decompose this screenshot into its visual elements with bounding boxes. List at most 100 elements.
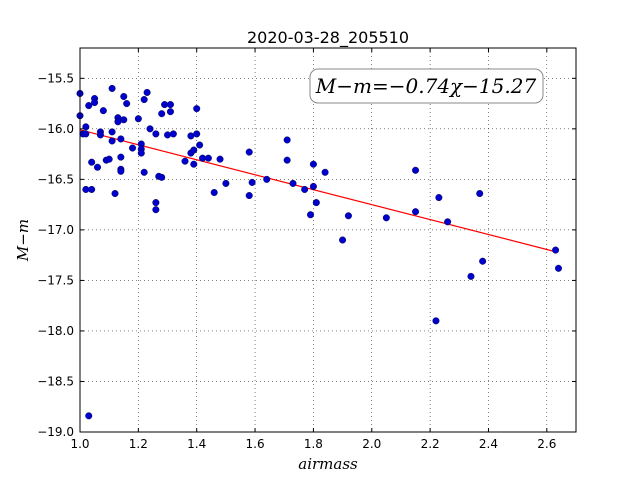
data-point (301, 185, 309, 193)
chart-title: 2020-03-28_205510 (247, 28, 409, 48)
annotation-text: M−m=−0.74χ−15.27 (315, 74, 537, 98)
data-point (134, 115, 142, 123)
data-point (245, 148, 253, 156)
data-point (432, 317, 440, 325)
data-point (412, 208, 420, 216)
data-point (552, 246, 560, 254)
data-point (85, 102, 93, 110)
data-point (210, 189, 218, 197)
x-tick-label: 1.4 (187, 437, 206, 451)
data-point (88, 158, 96, 166)
data-point (222, 179, 230, 187)
data-point (152, 130, 160, 138)
y-tick-label: −18.5 (37, 374, 74, 388)
x-tick-label: 2.6 (537, 437, 556, 451)
fit-line (79, 129, 556, 253)
y-tick-label: −17.0 (37, 223, 74, 237)
data-point (108, 128, 116, 136)
data-point (85, 412, 93, 420)
data-point (306, 211, 314, 219)
data-point (193, 130, 201, 138)
y-tick-label: −16.5 (37, 172, 74, 186)
data-point (166, 108, 174, 116)
x-tick-label: 1.2 (129, 437, 148, 451)
data-point (181, 157, 189, 165)
data-point (166, 101, 174, 109)
data-point (114, 118, 122, 126)
data-point (283, 136, 291, 144)
data-point (412, 166, 420, 174)
data-point (129, 144, 137, 152)
data-point (120, 93, 128, 101)
data-point (140, 96, 148, 104)
data-point (91, 99, 99, 107)
data-point (554, 264, 562, 272)
data-point (204, 154, 212, 162)
data-point (120, 116, 128, 124)
data-points (76, 84, 562, 420)
data-point (99, 107, 107, 115)
x-tick-label: 1.8 (304, 437, 323, 451)
plot-frame (79, 47, 577, 433)
y-tick-label: −18.0 (37, 324, 74, 338)
data-point (164, 131, 172, 139)
data-point (312, 199, 320, 207)
data-point (117, 135, 125, 143)
y-tick-label: −19.0 (37, 425, 74, 439)
data-point (152, 199, 160, 207)
data-point (143, 88, 151, 96)
data-point (187, 132, 195, 140)
data-point (137, 149, 145, 157)
data-point (108, 84, 116, 92)
data-point (146, 125, 154, 133)
x-tick-label: 1.0 (70, 437, 89, 451)
data-point (321, 168, 329, 176)
data-point (161, 101, 169, 109)
data-point (344, 212, 352, 220)
data-point (309, 160, 317, 168)
data-point (283, 156, 291, 164)
data-point (117, 153, 125, 161)
x-tick-label: 2.0 (362, 437, 381, 451)
data-point (382, 214, 390, 222)
data-point (158, 110, 166, 118)
data-point (190, 146, 198, 154)
x-tick-label: 2.4 (479, 437, 498, 451)
data-point (245, 192, 253, 200)
y-tick-label: −17.5 (37, 273, 74, 287)
data-point (105, 155, 113, 163)
data-point (479, 257, 487, 265)
y-tick-label: −15.5 (37, 71, 74, 85)
annotation-box (309, 68, 544, 104)
data-point (169, 130, 177, 138)
data-point (444, 218, 452, 226)
y-axis-label: M−m (14, 219, 32, 262)
data-point (263, 175, 271, 183)
data-point (117, 167, 125, 175)
data-point (248, 178, 256, 186)
data-point (467, 272, 475, 280)
fit-annotation: M−m=−0.74χ−15.27 (309, 68, 544, 104)
data-point (82, 123, 90, 131)
data-point (140, 168, 148, 176)
fit-layer (79, 129, 556, 253)
data-point (96, 131, 104, 139)
data-point (94, 163, 102, 171)
data-point (88, 185, 96, 193)
data-point (476, 190, 484, 198)
data-point (339, 236, 347, 244)
data-point (111, 190, 119, 198)
data-point (193, 105, 201, 113)
x-tick-label: 2.2 (421, 437, 440, 451)
data-point (216, 155, 224, 163)
data-point (82, 130, 90, 138)
data-point (199, 154, 207, 162)
x-axis-label: airmass (298, 455, 358, 473)
data-point (152, 206, 160, 214)
data-point (190, 160, 198, 168)
data-point (158, 173, 166, 181)
data-point (289, 179, 297, 187)
axis-ticks: 1.0 1.2 1.4 1.6 1.8 2.0 2.2 2.4 2.6 −15.5 −16.0 −16… (37, 48, 576, 451)
x-tick-label: 1.6 (246, 437, 265, 451)
